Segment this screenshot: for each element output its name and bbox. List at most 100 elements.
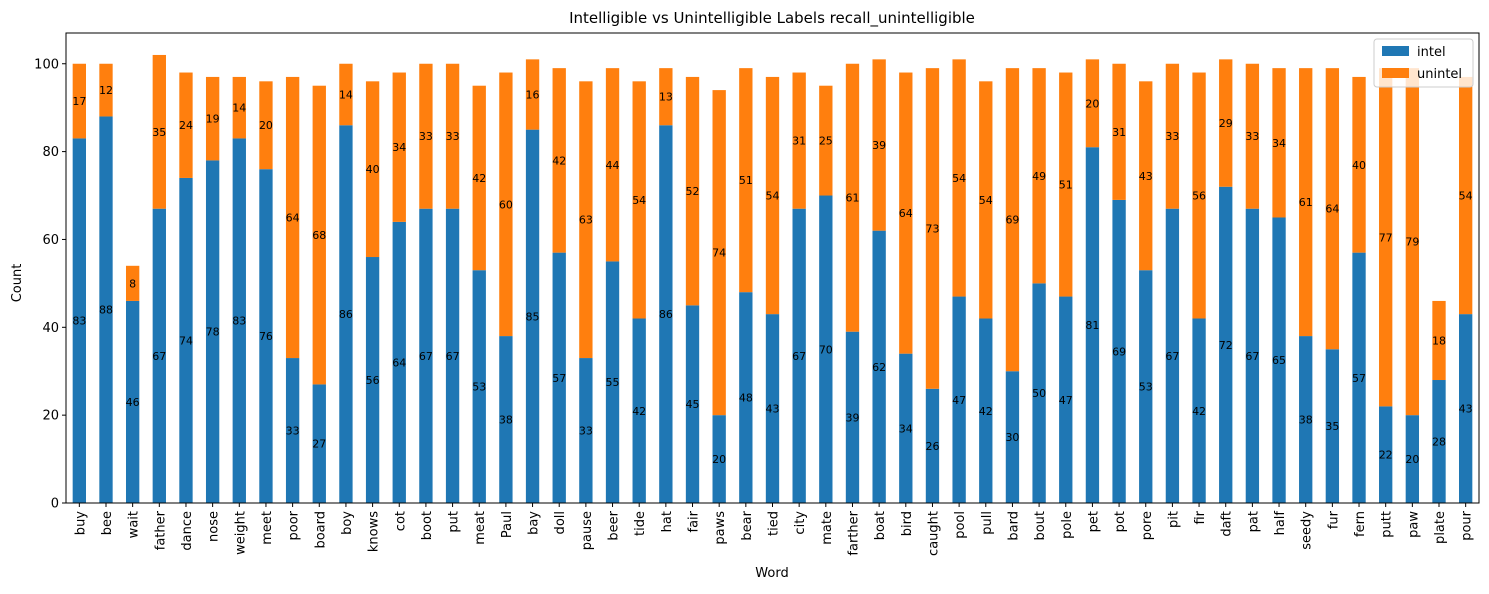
x-tick-label-dance: dance [180, 511, 195, 551]
data-label-intel-fur: 35 [1325, 420, 1339, 433]
bar-intel-wait [125, 300, 140, 503]
bar-intel-pet [1085, 147, 1100, 503]
data-label-unintel-pause: 63 [579, 214, 593, 227]
bar-intel-hat [659, 125, 673, 504]
data-label-unintel-pit: 33 [1165, 130, 1179, 143]
data-label-intel-daft: 72 [1219, 339, 1233, 352]
bar-unintel-beer [605, 68, 620, 262]
data-label-intel-boot: 67 [419, 350, 433, 363]
bar-unintel-pause [579, 81, 593, 359]
data-label-intel-half: 65 [1272, 354, 1286, 367]
x-tick-label-putt: putt [1380, 511, 1395, 538]
bar-intel-bear [739, 292, 753, 503]
data-label-intel-pause: 33 [579, 425, 593, 438]
data-label-intel-fern: 57 [1352, 372, 1366, 385]
data-label-unintel-fir: 56 [1192, 190, 1206, 203]
x-tick-label-mate: mate [820, 511, 835, 545]
x-tick-label-meet: meet [260, 511, 275, 545]
data-label-intel-bird: 34 [899, 422, 913, 435]
bar-intel-tide [632, 318, 646, 503]
bar-intel-beer [605, 261, 620, 503]
y-tick-label-40: 40 [42, 321, 59, 336]
data-label-intel-tied: 43 [766, 403, 780, 416]
y-tick-label-100: 100 [34, 57, 59, 72]
data-label-intel-buy: 83 [72, 315, 86, 328]
data-label-intel-caught: 26 [925, 440, 939, 453]
data-label-intel-hat: 86 [659, 308, 673, 321]
data-label-unintel-tide: 54 [632, 194, 646, 207]
bar-unintel-meet [259, 81, 273, 170]
data-label-unintel-wait: 8 [129, 277, 136, 290]
bar-intel-paw [1405, 415, 1420, 503]
x-tick-label-fir: fir [1193, 510, 1208, 524]
bar-unintel-paws [712, 90, 726, 416]
bar-unintel-pour [1459, 76, 1473, 315]
bar-unintel-pot [1112, 63, 1126, 200]
x-tick-label-pit: pit [1166, 511, 1181, 528]
data-label-intel-pore: 53 [1139, 381, 1153, 394]
x-tick-label-hat: hat [660, 511, 675, 532]
data-label-unintel-city: 31 [792, 135, 806, 148]
data-label-intel-mate: 70 [819, 343, 833, 356]
data-label-intel-plate: 28 [1432, 436, 1446, 449]
bar-unintel-doll [552, 68, 566, 253]
data-label-intel-pull: 42 [979, 405, 993, 418]
data-label-intel-doll: 57 [552, 372, 566, 385]
x-tick-label-weight: weight [233, 511, 248, 555]
y-axis-label: Count [10, 264, 25, 303]
x-tick-label-tied: tied [767, 511, 782, 536]
bar-unintel-poor [285, 76, 300, 359]
data-label-unintel-boy: 14 [339, 89, 353, 102]
x-tick-label-city: city [793, 511, 808, 535]
x-tick-label-farther: farther [846, 510, 861, 555]
bar-unintel-boy [339, 63, 353, 126]
data-label-unintel-pour: 54 [1459, 190, 1473, 203]
bar-intel-buy [72, 138, 86, 504]
data-label-unintel-Paul: 60 [499, 198, 513, 211]
x-tick-label-tide: tide [633, 511, 648, 536]
x-tick-label-buy: buy [73, 511, 88, 535]
x-tick-label-beer: beer [607, 510, 622, 540]
data-label-unintel-pull: 54 [979, 194, 993, 207]
x-tick-label-bout: bout [1033, 511, 1048, 541]
bar-intel-paws [712, 415, 726, 503]
x-tick-label-bay: bay [527, 511, 542, 535]
x-tick-label-knows: knows [367, 511, 382, 552]
x-tick-label-pat: pat [1246, 511, 1261, 532]
bar-unintel-pole [1059, 72, 1073, 297]
data-label-unintel-boat: 39 [872, 139, 886, 152]
y-tick-label-0: 0 [51, 497, 59, 512]
x-tick-label-poor: poor [287, 510, 302, 540]
bar-intel-bee [99, 116, 113, 504]
x-tick-label-fern: fern [1353, 511, 1368, 537]
data-label-unintel-board: 68 [312, 229, 326, 242]
x-axis-label: Word [755, 566, 788, 581]
bar-unintel-pet [1085, 59, 1100, 148]
data-label-unintel-doll: 42 [552, 154, 566, 167]
bar-unintel-bee [99, 63, 113, 117]
data-label-unintel-paws: 74 [712, 247, 726, 260]
x-tick-label-pore: pore [1140, 511, 1155, 540]
x-tick-label-pool: pool [953, 511, 968, 539]
data-label-unintel-boot: 33 [419, 130, 433, 143]
plot-area: 83 17 buy 88 12 bee 46 8 wait 67 35 father 74 24 dance… [34, 32, 1480, 556]
data-label-unintel-seedy: 61 [1299, 196, 1313, 209]
data-label-intel-father: 67 [152, 350, 166, 363]
bar-intel-caught [925, 388, 940, 503]
x-tick-label-half: half [1273, 511, 1288, 536]
bar-unintel-paw [1405, 68, 1420, 416]
data-label-unintel-buy: 17 [72, 95, 86, 108]
bar-unintel-meat [472, 85, 486, 271]
bar-intel-pool [952, 296, 966, 503]
x-tick-label-doll: doll [553, 511, 568, 534]
x-tick-label-pot: pot [1113, 511, 1128, 532]
data-label-unintel-paw: 79 [1405, 236, 1419, 249]
data-label-unintel-half: 34 [1272, 137, 1286, 150]
data-label-intel-meat: 53 [472, 381, 486, 394]
bar-unintel-caught [925, 68, 940, 389]
bar-unintel-boot [419, 63, 433, 209]
bar-intel-bay [525, 129, 540, 503]
bar-unintel-hat [659, 68, 673, 126]
bar-unintel-nose [205, 76, 220, 161]
data-label-intel-pat: 67 [1245, 350, 1259, 363]
